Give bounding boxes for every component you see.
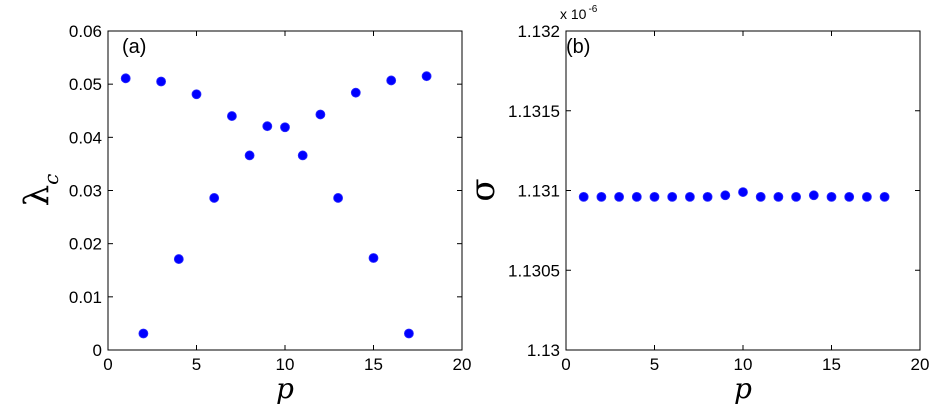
data-point-b-14	[808, 190, 819, 201]
data-point-b-6	[667, 191, 678, 202]
data-point-a-5	[191, 89, 202, 100]
ylabel-b: σ	[463, 178, 503, 201]
data-point-b-16	[844, 191, 855, 202]
x-tick-label-a-0: 0	[103, 355, 112, 374]
data-point-b-7	[685, 191, 695, 202]
y-tick-label-b-4: 1.132	[517, 22, 560, 41]
points-a	[120, 71, 432, 339]
y-tick-label-a-2: 0.02	[69, 235, 102, 254]
data-point-a-12	[315, 109, 326, 120]
data-point-a-13	[333, 193, 344, 203]
y-multiplier-base: x 10	[560, 6, 587, 22]
x-tick-label-b-3: 15	[822, 355, 841, 374]
panel-label-b: (b)	[566, 36, 590, 58]
data-point-b-8	[702, 191, 713, 202]
x-tick-label-b-4: 20	[911, 355, 930, 374]
data-point-b-17	[862, 191, 872, 202]
data-point-a-15	[368, 253, 379, 263]
data-point-a-10	[280, 122, 290, 133]
data-point-b-13	[791, 191, 801, 202]
data-point-a-7	[226, 111, 237, 121]
y-tick-label-a-6: 0.06	[69, 22, 102, 41]
x-tick-label-b-0: 0	[561, 355, 570, 374]
xlabel-a: p	[276, 372, 294, 405]
points-b	[578, 187, 890, 202]
y-tick-label-a-3: 0.03	[69, 182, 102, 201]
data-point-b-10	[738, 187, 748, 197]
y-tick-label-b-2: 1.131	[517, 182, 560, 201]
x-tick-label-a-3: 15	[364, 355, 383, 374]
panel-label-a: (a)	[122, 36, 146, 58]
y-tick-label-a-0: 0	[93, 341, 102, 360]
data-point-b-12	[773, 191, 784, 202]
x-tick-label-a-2: 10	[276, 355, 295, 374]
y-tick-label-b-3: 1.1315	[508, 102, 560, 121]
x-tick-label-b-1: 5	[650, 355, 659, 374]
ylabel-a: λc	[17, 174, 63, 207]
ylabel-a-main: λ	[17, 185, 57, 207]
xlabel-b: p	[734, 372, 752, 405]
data-point-a-8	[244, 150, 255, 161]
y-multiplier-exponent: -6	[588, 4, 597, 15]
panel-b: (b) 0 5 10 15 20 1.13 1.1305 1.131 1.1315 1.132 x…	[463, 4, 929, 405]
data-point-b-15	[826, 191, 837, 202]
data-point-b-9	[720, 190, 731, 201]
y-multiplier-b: x 10 -6	[560, 4, 598, 22]
data-point-a-6	[209, 193, 220, 203]
data-point-b-5	[649, 191, 660, 202]
data-point-b-1	[578, 191, 589, 202]
data-point-a-17	[403, 328, 414, 339]
data-point-a-9	[262, 121, 273, 132]
x-tick-label-a-4: 20	[453, 355, 472, 374]
data-point-b-11	[755, 191, 766, 202]
y-tick-label-b-1: 1.1305	[508, 261, 560, 280]
y-tick-label-a-1: 0.01	[69, 288, 102, 307]
data-point-a-1	[120, 73, 131, 84]
data-point-a-16	[386, 75, 397, 86]
data-point-b-18	[879, 191, 890, 202]
data-point-a-11	[297, 150, 308, 161]
y-tick-label-a-5: 0.05	[69, 75, 102, 94]
data-point-b-3	[614, 191, 624, 202]
data-point-a-4	[173, 254, 184, 264]
data-point-b-2	[596, 191, 607, 202]
ylabel-a-subscript: c	[39, 174, 63, 185]
ylabel-a-group: λc	[17, 174, 63, 207]
data-point-a-14	[350, 87, 361, 98]
y-tick-label-a-4: 0.04	[69, 128, 102, 147]
data-point-a-3	[156, 76, 167, 87]
y-tick-label-b-0: 1.13	[527, 341, 560, 360]
ticks-a: 0 5 10 15 20 0 0.01 0.02 0.03 0.04 0.05 0.06	[69, 22, 472, 374]
x-tick-label-b-2: 10	[734, 355, 753, 374]
x-tick-label-a-1: 5	[192, 355, 201, 374]
data-point-a-2	[138, 328, 149, 339]
data-point-a-18	[421, 71, 432, 82]
ticks-b: 0 5 10 15 20 1.13 1.1305 1.131 1.1315 1.132	[508, 22, 929, 374]
data-point-b-4	[631, 191, 642, 202]
ylabel-b-group: σ	[463, 178, 503, 201]
